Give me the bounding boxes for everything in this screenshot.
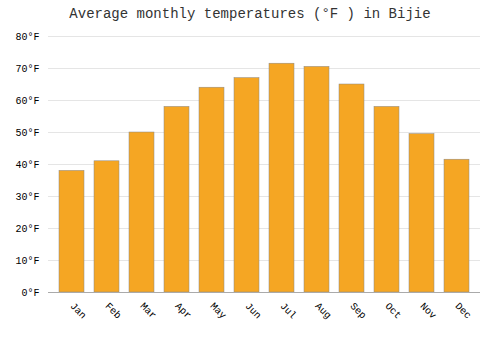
svg-text:80°F: 80°F: [15, 32, 39, 43]
svg-text:Apr: Apr: [173, 301, 194, 322]
svg-text:40°F: 40°F: [15, 160, 39, 171]
svg-text:50°F: 50°F: [15, 128, 39, 139]
svg-text:Jan: Jan: [68, 301, 89, 322]
svg-text:Nov: Nov: [418, 301, 439, 322]
svg-text:Aug: Aug: [313, 301, 334, 322]
svg-text:Jul: Jul: [278, 301, 299, 322]
svg-text:0°F: 0°F: [21, 288, 39, 299]
html-text:Average monthly temperatures (: Average monthly temperatures (°F ) in Bi…: [69, 6, 431, 22]
svg-text:60°F: 60°F: [15, 96, 39, 107]
svg-text:70°F: 70°F: [15, 64, 39, 75]
svg-text:30°F: 30°F: [15, 192, 39, 203]
svg-text:Mar: Mar: [138, 301, 159, 322]
svg-text:10°F: 10°F: [15, 256, 39, 267]
svg-text:Oct: Oct: [383, 301, 404, 322]
svg-text:Sep: Sep: [348, 301, 369, 322]
svg-text:20°F: 20°F: [15, 224, 39, 235]
svg-text:May: May: [208, 301, 229, 322]
svg-text:Dec: Dec: [453, 301, 474, 322]
svg-text:Jun: Jun: [243, 301, 264, 322]
svg-text:Feb: Feb: [103, 301, 124, 322]
